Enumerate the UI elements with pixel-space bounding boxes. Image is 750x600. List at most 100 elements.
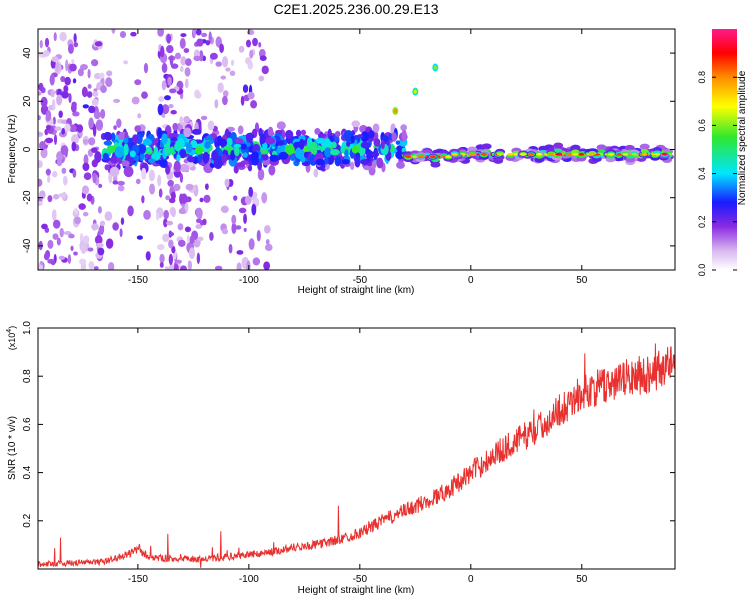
heatmap-cell — [80, 243, 87, 255]
heatmap-cell — [90, 147, 98, 153]
heatmap-cell — [236, 262, 242, 270]
snr-multiplier-exp: 4 — [6, 329, 13, 333]
colorbar-tick-label: 0.2 — [697, 216, 707, 229]
heatmap-cell — [180, 33, 187, 38]
heatmap-cell — [578, 152, 585, 156]
y-tick-label: -40 — [22, 238, 33, 253]
heatmap-cell — [50, 89, 55, 98]
heatmap-cell — [334, 130, 341, 137]
heatmap-cell — [52, 116, 56, 125]
heatmap-cell — [137, 113, 142, 119]
heatmap-cell — [376, 157, 384, 169]
snr-series-line — [38, 343, 675, 568]
heatmap-cell — [61, 127, 65, 135]
heatmap-cell — [566, 152, 573, 156]
heatmap-cell — [413, 89, 417, 94]
heatmap-cell — [429, 155, 436, 159]
heatmap-cell — [185, 183, 194, 191]
x-tick-label: 50 — [576, 574, 588, 585]
heatmap-cell — [158, 96, 165, 103]
heatmap-cell — [110, 156, 119, 164]
heatmap-cell — [243, 227, 247, 232]
heatmap-cell — [257, 168, 265, 181]
heatmap-cell — [243, 152, 248, 158]
heatmap-cell — [157, 243, 165, 251]
heatmap-cell — [571, 149, 580, 154]
heatmap-cell — [136, 143, 147, 155]
heatmap-cell — [73, 33, 77, 44]
snr-multiplier-base: (x10 — [7, 333, 17, 351]
heatmap-cell — [196, 38, 204, 47]
heatmap-cell — [195, 146, 204, 155]
x-tick-label: -50 — [353, 275, 368, 286]
heatmap-cell — [334, 155, 342, 167]
heatmap-cell — [45, 124, 51, 131]
heatmap-cell — [209, 52, 218, 60]
heatmap-cell — [193, 55, 201, 62]
y-tick-label: 0.4 — [22, 465, 33, 479]
heatmap-cell — [94, 41, 103, 47]
heatmap-cell — [87, 84, 92, 89]
heatmap-cell — [196, 252, 201, 265]
heatmap-cell — [261, 65, 269, 75]
heatmap-cell — [114, 146, 124, 158]
heatmap-cell — [169, 88, 177, 94]
heatmap-cell — [78, 203, 86, 210]
heatmap-cell — [79, 258, 87, 265]
heatmap-cell — [58, 193, 66, 198]
snr-y-axis: 0.2 0.4 0.6 0.8 1.0 — [22, 321, 675, 528]
heatmap-cell — [233, 143, 242, 148]
heatmap-cell — [589, 152, 596, 156]
heatmap-cell — [168, 253, 174, 266]
heatmap-cell — [252, 37, 258, 47]
snr-multiplier: (x104) — [6, 326, 17, 350]
heatmap-cell — [65, 59, 69, 72]
heatmap-cell — [71, 59, 75, 64]
heatmap-cell — [38, 160, 43, 168]
heatmap-cell — [146, 146, 152, 153]
heatmap-cell — [174, 142, 182, 152]
heatmap-cell — [259, 55, 267, 61]
heatmap-cell — [220, 75, 226, 80]
heatmap-cell — [92, 91, 99, 97]
heatmap-cell — [269, 154, 279, 162]
heatmap-cell — [178, 239, 186, 248]
heatmap-cell — [164, 144, 169, 157]
heatmap-cell — [107, 261, 115, 270]
heatmap-cell — [197, 236, 204, 242]
colorbar-label: Normalized spectral amplitude — [737, 70, 748, 205]
heatmap-cell — [350, 161, 355, 171]
heatmap-cell — [88, 117, 94, 129]
heatmap-cell — [238, 45, 245, 53]
heatmap-cell — [624, 144, 635, 151]
heatmap-cell — [71, 141, 77, 152]
heatmap-cell — [300, 129, 307, 136]
heatmap-cell — [554, 148, 563, 153]
x-tick-label: -50 — [353, 574, 368, 585]
heatmap-cell — [204, 141, 211, 149]
heatmap-cell — [170, 110, 177, 115]
heatmap-cell — [120, 217, 125, 225]
heatmap-cell — [215, 61, 222, 67]
heatmap-cell — [58, 255, 66, 260]
heatmap-cell — [202, 218, 207, 226]
snr-plot: -150 -100 -50 0 50 0.2 0.4 0.6 0.8 1.0 Height of… — [6, 321, 676, 596]
heatmap-cell — [366, 150, 371, 163]
heatmap-cell — [451, 152, 458, 156]
heatmap-cell — [252, 257, 261, 266]
heatmap-cell — [418, 155, 425, 159]
heatmap-cell — [534, 156, 545, 163]
heatmap-cell — [363, 165, 372, 171]
heatmap-cell — [180, 193, 188, 204]
heatmap-cell — [45, 109, 52, 122]
heatmap-cell — [74, 216, 81, 225]
heatmap-cell — [158, 188, 163, 198]
heatmap-cell — [62, 175, 68, 186]
heatmap-cell — [167, 179, 174, 187]
heatmap-cell — [176, 154, 181, 162]
heatmap-cell — [278, 151, 289, 160]
heatmap-cell — [40, 96, 48, 108]
heatmap-cell — [81, 185, 90, 195]
heatmap-cell — [235, 162, 245, 168]
heatmap-cell — [208, 31, 212, 44]
